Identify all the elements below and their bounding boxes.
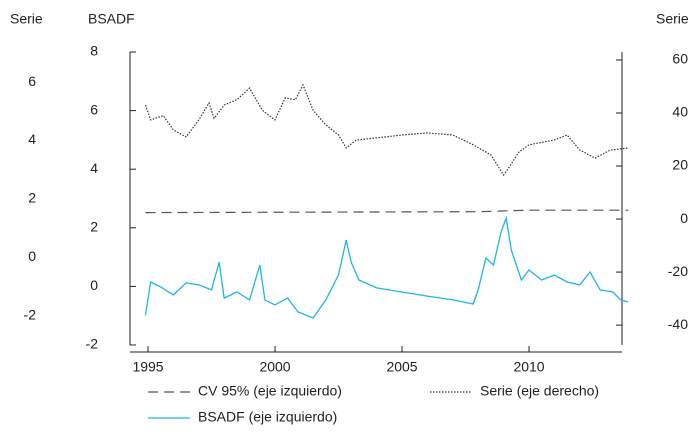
series-line bbox=[144, 215, 629, 319]
y2-tick-label: 40 bbox=[672, 104, 688, 120]
y2-label: Serie bbox=[656, 11, 689, 27]
legend-label: CV 95% (eje izquierdo) bbox=[198, 383, 342, 399]
y3-label: Serie bbox=[10, 11, 43, 27]
y-tick-label: 4 bbox=[90, 160, 98, 176]
y2-tick-label: -40 bbox=[668, 316, 688, 332]
y-label: BSADF bbox=[88, 11, 135, 27]
series-line bbox=[144, 83, 629, 177]
legend-label: Serie (eje derecho) bbox=[480, 383, 599, 399]
y-tick-label: 0 bbox=[90, 277, 98, 293]
y3-tick-label: 0 bbox=[28, 248, 36, 264]
legend-label: BSADF (eje izquierdo) bbox=[198, 409, 337, 425]
x-tick-label: 2000 bbox=[259, 359, 290, 375]
y2-tick-label: -20 bbox=[668, 263, 688, 279]
y3-tick-label: 4 bbox=[28, 131, 36, 147]
y2-tick-label: 60 bbox=[672, 51, 688, 67]
series-line bbox=[145, 209, 629, 214]
y3-tick-label: 2 bbox=[28, 190, 36, 206]
y2-tick-label: 0 bbox=[680, 210, 688, 226]
y-tick-label: 6 bbox=[90, 101, 98, 117]
y3-tick-label: 6 bbox=[28, 73, 36, 89]
y-tick-label: 2 bbox=[90, 219, 98, 235]
x-tick-label: 1995 bbox=[132, 359, 163, 375]
y3-tick-label: -2 bbox=[24, 306, 37, 322]
y-tick-label: 8 bbox=[90, 43, 98, 59]
x-tick-label: 2005 bbox=[386, 359, 417, 375]
x-tick-label: 2010 bbox=[513, 359, 544, 375]
y2-tick-label: 20 bbox=[672, 157, 688, 173]
y-tick-label: -2 bbox=[86, 336, 99, 352]
